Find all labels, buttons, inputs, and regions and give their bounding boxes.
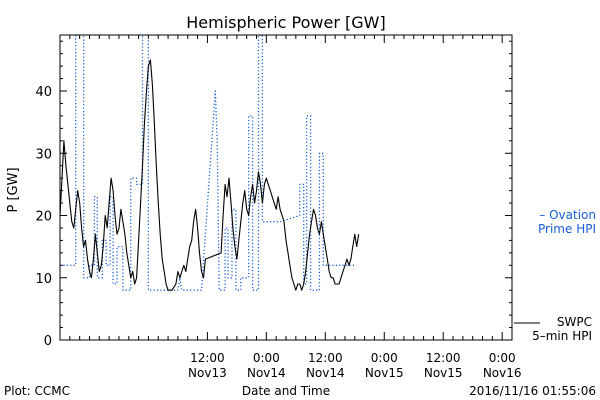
series-line-ovation-prime <box>60 35 355 291</box>
legend-ovation-line1: – Ovation <box>539 208 596 222</box>
x-tick-time: 12:00 <box>190 351 225 365</box>
x-tick-time: 12:00 <box>308 351 343 365</box>
chart-title: Hemispheric Power [GW] <box>186 13 385 32</box>
x-tick-date: Nov13 <box>188 366 227 380</box>
x-tick-time: 12:00 <box>426 351 461 365</box>
legend-swpc-line2: 5–min HPI <box>532 329 592 343</box>
y-axis-label: P [GW] <box>6 167 21 212</box>
x-tick-date: Nov16 <box>483 366 522 380</box>
x-ticks: 12:00Nov130:00Nov1412:00Nov140:00Nov1512… <box>59 35 522 380</box>
y-ticks: 0 10 20 30 40 <box>35 40 512 349</box>
plot-area <box>60 35 360 291</box>
x-tick-time: 0:00 <box>489 351 516 365</box>
x-tick-time: 0:00 <box>253 351 280 365</box>
x-tick-date: Nov15 <box>365 366 404 380</box>
x-tick-date: Nov15 <box>424 366 463 380</box>
footer-plot-credit: Plot: CCMC <box>4 384 70 398</box>
x-tick-date: Nov14 <box>306 366 345 380</box>
y-tick-label: 40 <box>35 85 52 100</box>
y-tick-label: 20 <box>35 210 52 225</box>
plot-frame <box>59 34 513 341</box>
legend-swpc-line1: SWPC <box>557 315 592 329</box>
x-tick-date: Nov14 <box>247 366 286 380</box>
series-line-swpc-hpi <box>60 59 360 291</box>
footer-timestamp: 2016/11/16 01:55:06 <box>469 384 596 398</box>
x-axis-label: Date and Time <box>242 384 330 398</box>
x-tick-time: 0:00 <box>371 351 398 365</box>
y-tick-label: 30 <box>35 147 52 162</box>
y-tick-label: 10 <box>35 272 52 287</box>
legend: – Ovation Prime HPI SWPC 5–min HPI <box>514 208 596 343</box>
y-tick-label: 0 <box>44 334 52 349</box>
legend-ovation-line2: Prime HPI <box>538 222 596 236</box>
